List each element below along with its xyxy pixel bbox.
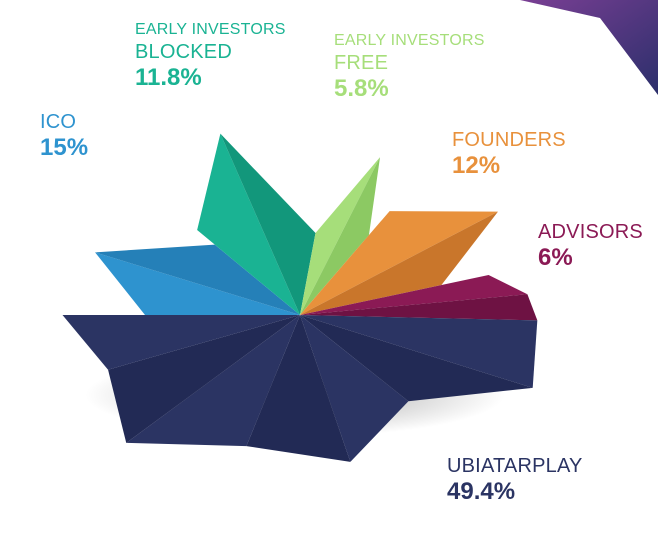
slice-label-advisors: ADVISORS 6%: [538, 222, 643, 270]
pie-slice-facet: [300, 211, 498, 315]
slice-percent: 6%: [538, 244, 573, 271]
pie-slice-facet: [62, 315, 300, 370]
slice-label-founders: FOUNDERS 12%: [452, 130, 566, 178]
slice-name-line: ICO: [40, 111, 77, 133]
pie-slices: [62, 133, 538, 462]
slice-label-ico: ICO 15%: [40, 112, 88, 160]
pie-slice-facet: [300, 211, 498, 315]
slice-name-line: EARLY INVESTORS: [334, 32, 485, 49]
pie-slice-facet: [300, 315, 533, 402]
slice-name-line: BLOCKED: [135, 41, 232, 63]
slice-percent: 15%: [40, 134, 89, 161]
slice-percent: 49.4%: [447, 478, 516, 505]
pie-slice-facet: [300, 294, 538, 321]
pie-slice-facet: [126, 315, 300, 447]
pie-slice-facet: [95, 244, 300, 315]
pie-slice-facet: [95, 252, 300, 315]
pie-slice-facet: [300, 275, 528, 315]
slice-name-line: EARLY INVESTORS: [135, 21, 286, 38]
slice-name-line: ADVISORS: [538, 221, 643, 243]
pie-slice-facet: [108, 315, 300, 443]
pie-slice-facet: [197, 133, 300, 315]
slice-label-early-investors-free: EARLY INVESTORS FREE 5.8%: [334, 33, 485, 101]
pie-slice-facet: [300, 315, 409, 462]
slice-percent: 11.8%: [135, 64, 202, 91]
slice-label-early-investors-blocked: EARLY INVESTORS BLOCKED 11.8%: [135, 22, 286, 90]
slice-percent: 12%: [452, 152, 501, 179]
corner-decoration: [520, 0, 658, 95]
slice-name-line: UBIATARPLAY: [447, 455, 583, 477]
pie-slice-facet: [246, 315, 351, 462]
pie-slice-facet: [300, 157, 381, 315]
pie-slice-facet: [300, 315, 538, 388]
pie-slice-facet: [220, 133, 316, 315]
slice-percent: 5.8%: [334, 75, 389, 102]
slice-name-line: FREE: [334, 52, 389, 74]
slice-label-ubiatarplay: UBIATARPLAY 49.4%: [447, 456, 583, 504]
slice-name-line: FOUNDERS: [452, 129, 566, 151]
